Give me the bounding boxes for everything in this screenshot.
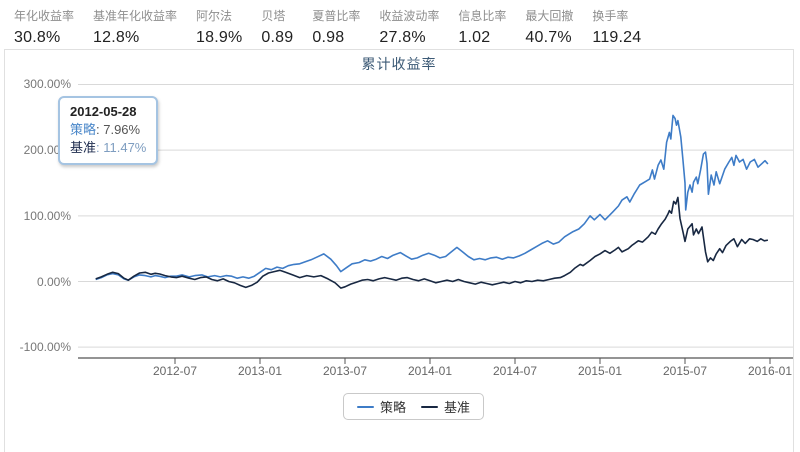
metric-label: 贝塔 — [261, 9, 286, 23]
metric-label: 年化收益率 — [14, 9, 75, 23]
y-tick-label: 300.00% — [23, 77, 71, 92]
legend-label: 策略 — [380, 400, 407, 415]
metric-label: 换手率 — [592, 9, 629, 23]
tooltip-row: 基准: 11.47% — [70, 139, 146, 157]
x-tick-label: 2016-01 — [747, 364, 793, 378]
metric-item: 基准年化收益率 12.8% — [93, 7, 177, 47]
tooltip-series-name: 策略 — [70, 122, 97, 137]
metric-item: 贝塔 0.89 — [261, 7, 293, 47]
x-tick-label: 2013-07 — [322, 364, 368, 378]
chart-legend: 策略 基准 — [343, 393, 485, 420]
metric-value: 119.24 — [592, 29, 642, 46]
plot-hover-area[interactable] — [78, 84, 793, 358]
metrics-bar: 年化收益率 30.8% 基准年化收益率 12.8% 阿尔法 18.9% 贝塔 0.89 夏普比率… — [14, 7, 641, 47]
tooltip-date: 2012-05-28 — [70, 104, 137, 119]
legend-label: 基准 — [444, 400, 471, 415]
tooltip-rows: 策略: 7.96% 基准: 11.47% — [70, 121, 146, 157]
x-tick-label: 2015-07 — [662, 364, 708, 378]
metric-value: 30.8% — [14, 29, 61, 46]
metric-value: 40.7% — [525, 29, 572, 46]
legend-dash-icon — [357, 405, 374, 408]
metric-label: 阿尔法 — [196, 9, 233, 23]
metric-value: 18.9% — [196, 29, 243, 46]
benchmark-line[interactable] — [95, 196, 769, 289]
metric-item: 最大回撤 40.7% — [525, 7, 573, 47]
metric-item: 年化收益率 30.8% — [14, 7, 74, 47]
x-tick-label: 2014-07 — [492, 364, 538, 378]
x-tick-label: 2014-01 — [407, 364, 453, 378]
legend-dash-icon — [421, 405, 439, 408]
metric-item: 换手率 119.24 — [592, 7, 641, 47]
metric-value: 27.8% — [379, 29, 426, 46]
strategy-line[interactable] — [95, 114, 769, 282]
x-tick-label: 2013-01 — [237, 364, 283, 378]
metric-label: 基准年化收益率 — [93, 9, 178, 23]
metric-label: 信息比率 — [458, 9, 507, 23]
tooltip-series-name: 基准 — [70, 140, 97, 155]
tooltip-row: 策略: 7.96% — [70, 121, 146, 139]
y-tick-label: -100.00% — [19, 340, 71, 355]
metric-value: 12.8% — [93, 29, 140, 46]
tooltip-series-value: : 7.96% — [96, 122, 141, 137]
chart-tooltip: 2012-05-28 策略: 7.96% 基准: 11.47% — [58, 96, 159, 165]
tooltip-series-value: : 11.47% — [96, 140, 147, 155]
y-tick-label: 100.00% — [23, 208, 71, 223]
metric-value: 0.98 — [312, 29, 345, 46]
chart-title: 累计收益率 — [361, 56, 437, 72]
x-tick-label: 2012-07 — [152, 364, 198, 378]
metric-label: 夏普比率 — [312, 9, 361, 23]
metric-value: 0.89 — [261, 29, 294, 46]
metric-label: 最大回撤 — [525, 9, 574, 23]
metric-item: 夏普比率 0.98 — [312, 7, 360, 47]
metric-value: 1.02 — [458, 29, 491, 46]
metric-item: 信息比率 1.02 — [458, 7, 506, 47]
metric-item: 阿尔法 18.9% — [196, 7, 242, 47]
legend-item-策略[interactable]: 策略 — [357, 397, 406, 416]
metric-item: 收益波动率 27.8% — [379, 7, 439, 47]
legend-item-基准[interactable]: 基准 — [421, 397, 470, 416]
metric-label: 收益波动率 — [379, 9, 440, 23]
y-tick-label: 0.00% — [36, 274, 71, 289]
x-tick-label: 2015-01 — [577, 364, 623, 378]
